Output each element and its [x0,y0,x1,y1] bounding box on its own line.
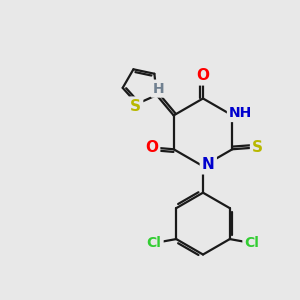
Text: O: O [145,140,158,155]
Text: O: O [196,68,209,83]
Text: NH: NH [229,106,252,120]
Text: S: S [252,140,263,155]
Text: Cl: Cl [147,236,162,250]
Text: H: H [152,82,164,96]
Text: Cl: Cl [244,236,259,250]
Text: N: N [202,157,215,172]
Text: S: S [130,99,141,114]
